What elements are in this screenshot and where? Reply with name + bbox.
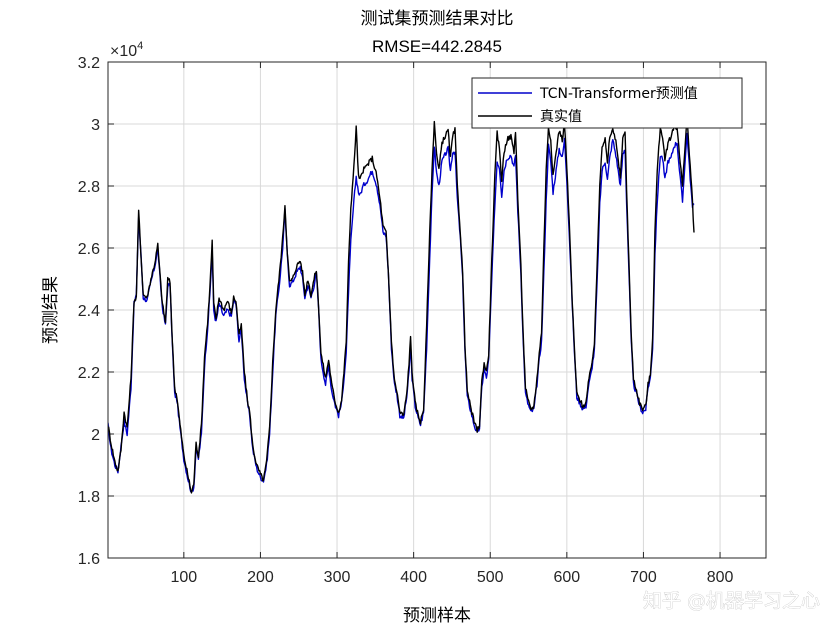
x-tick-label: 200 [247,569,274,586]
chart-subtitle: RMSE=442.2845 [372,37,502,56]
y-tick-label: 3 [91,117,100,134]
y-tick-label: 2 [91,427,100,444]
series-lines [108,117,695,494]
y-tick-label: 2.8 [78,179,100,196]
y-tick-label: 2.4 [78,303,100,320]
x-tick-label: 800 [707,569,734,586]
x-tick-label: 700 [630,569,657,586]
x-tick-label: 500 [477,569,504,586]
y-exponent-label: ×104 [110,40,143,60]
legend-box [471,77,743,129]
y-tick-label: 2.2 [78,365,100,382]
y-tick-labels: 1.6 1.8 2 2.2 2.4 2.6 2.8 3 3.2 [78,55,100,568]
y-tick-label: 1.6 [78,551,100,568]
legend-label-predicted: TCN-Transformer预测值 [539,86,698,102]
grid-lines [108,62,766,558]
legend-label-actual: 真实值 [540,109,582,125]
y-tick-label: 3.2 [78,55,100,72]
y-tick-label: 1.8 [78,489,100,506]
x-axis-label: 预测样本 [403,606,471,626]
x-tick-label: 300 [324,569,351,586]
x-tick-label: 600 [553,569,580,586]
y-axis-label: 预测结果 [41,276,61,344]
x-tick-labels: 100 200 300 400 500 600 700 800 [170,569,733,586]
chart-title: 测试集预测结果对比 [361,9,514,29]
legend: TCN-Transformer预测值 真实值 [471,77,743,129]
y-tick-label: 2.6 [78,241,100,258]
x-tick-label: 400 [400,569,427,586]
watermark: 知乎 @机器学习之心 [643,590,820,612]
axes-box [107,61,767,559]
series-line-actual [108,117,695,494]
x-tick-label: 100 [170,569,197,586]
